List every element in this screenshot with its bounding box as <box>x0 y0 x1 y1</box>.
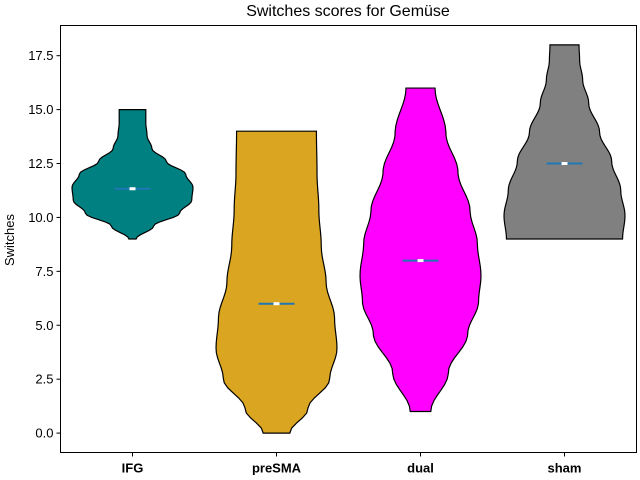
x-tick-label: preSMA <box>252 461 302 476</box>
violin-sham <box>503 44 626 240</box>
median-marker-sham <box>561 162 568 166</box>
median-marker-dual <box>417 259 424 263</box>
violin-dual <box>359 87 482 413</box>
x-axis-ticks: IFG preSMA dual sham <box>122 452 582 476</box>
y-tick-label: 17.5 <box>28 48 53 63</box>
plot-area-frame <box>60 25 637 453</box>
y-tick-label: 0.0 <box>35 426 53 441</box>
x-tick-label: dual <box>407 461 434 476</box>
chart-title: Switches scores for Gemüse <box>246 3 450 20</box>
y-tick-label: 7.5 <box>35 264 53 279</box>
x-tick-label: IFG <box>122 461 144 476</box>
violin-presma <box>215 130 338 434</box>
y-axis-label: Switches <box>2 213 17 266</box>
median-marker-ifg <box>129 187 136 191</box>
x-tick-label: sham <box>548 461 582 476</box>
y-tick-label: 5.0 <box>35 318 53 333</box>
violin-ifg <box>71 109 194 240</box>
y-tick-label: 12.5 <box>28 156 53 171</box>
y-tick-label: 10.0 <box>28 210 53 225</box>
violins-group <box>71 44 626 434</box>
y-tick-label: 2.5 <box>35 372 53 387</box>
y-tick-label: 15.0 <box>28 102 53 117</box>
y-axis-ticks: 0.0 2.5 5.0 7.5 10.0 12.5 15.0 17.5 <box>28 48 61 441</box>
median-marker-presma <box>273 302 280 306</box>
